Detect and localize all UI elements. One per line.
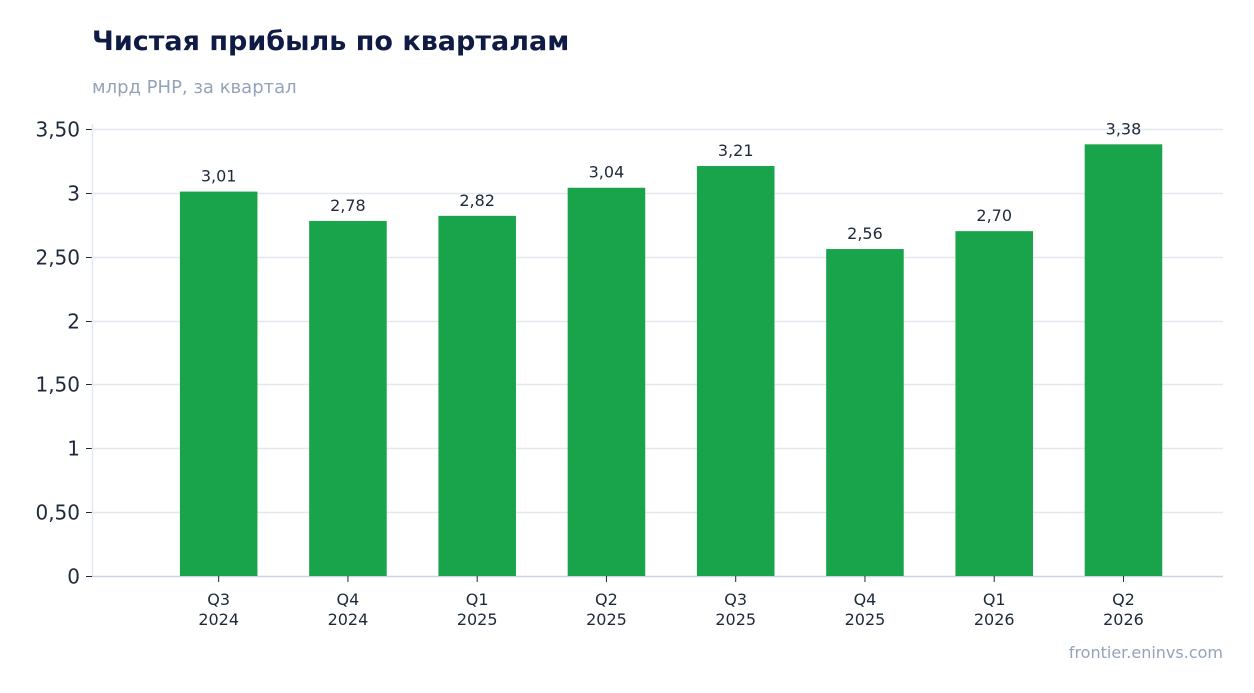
data-label: 3,04 — [589, 163, 625, 182]
chart-title: Чистая прибыль по кварталам — [92, 26, 570, 57]
bar — [438, 215, 516, 577]
y-tick-label: 1 — [67, 437, 80, 461]
x-tick-label: 2025 — [715, 610, 756, 629]
x-tick-label: Q1 — [983, 590, 1006, 609]
bar — [567, 187, 646, 576]
bar — [309, 220, 387, 576]
x-tick-label: 2026 — [1103, 610, 1144, 629]
data-label: 2,82 — [459, 191, 495, 210]
data-label: 3,21 — [718, 141, 754, 160]
x-tick-label: Q4 — [337, 590, 360, 609]
axes — [86, 124, 1223, 582]
data-label: 3,01 — [201, 167, 237, 186]
y-tick-label: 3 — [67, 182, 80, 206]
x-tick-label: 2025 — [845, 610, 886, 629]
bar — [696, 166, 775, 576]
x-tick-label: 2024 — [198, 610, 239, 629]
x-tick-label: Q2 — [595, 590, 618, 609]
bar — [826, 249, 904, 576]
bar — [1084, 144, 1163, 576]
x-tick-label: 2025 — [586, 610, 627, 629]
bar — [955, 231, 1033, 576]
y-tick-label: 3,50 — [35, 118, 80, 142]
data-label: 2,56 — [847, 224, 883, 243]
bars — [179, 144, 1163, 577]
y-tick-label: 2,50 — [35, 246, 80, 270]
x-tick-label: 2025 — [457, 610, 498, 629]
data-label: 2,70 — [976, 206, 1012, 225]
y-tick-label: 2 — [67, 310, 80, 334]
x-tick-label: Q2 — [1112, 590, 1135, 609]
x-tick-label: Q1 — [466, 590, 489, 609]
data-label: 3,38 — [1106, 119, 1142, 138]
x-tick-label: Q4 — [854, 590, 877, 609]
source-credit: frontier.eninvs.com — [1068, 643, 1223, 662]
x-tick-label: 2026 — [974, 610, 1015, 629]
x-tick-label: 2024 — [328, 610, 369, 629]
chart-subtitle: млрд РНР, за квартал — [92, 77, 297, 98]
gridlines — [92, 128, 1223, 514]
y-tick-label: 1,50 — [35, 373, 80, 397]
x-tick-label: Q3 — [207, 590, 230, 609]
y-tick-label: 0,50 — [35, 501, 80, 525]
x-tick-label: Q3 — [724, 590, 747, 609]
bar — [179, 191, 258, 576]
y-tick-label: 0 — [67, 565, 80, 589]
labels: 00,5011,5022,5033,503,01Q320242,78Q42024… — [35, 118, 1143, 630]
data-label: 2,78 — [330, 196, 366, 215]
